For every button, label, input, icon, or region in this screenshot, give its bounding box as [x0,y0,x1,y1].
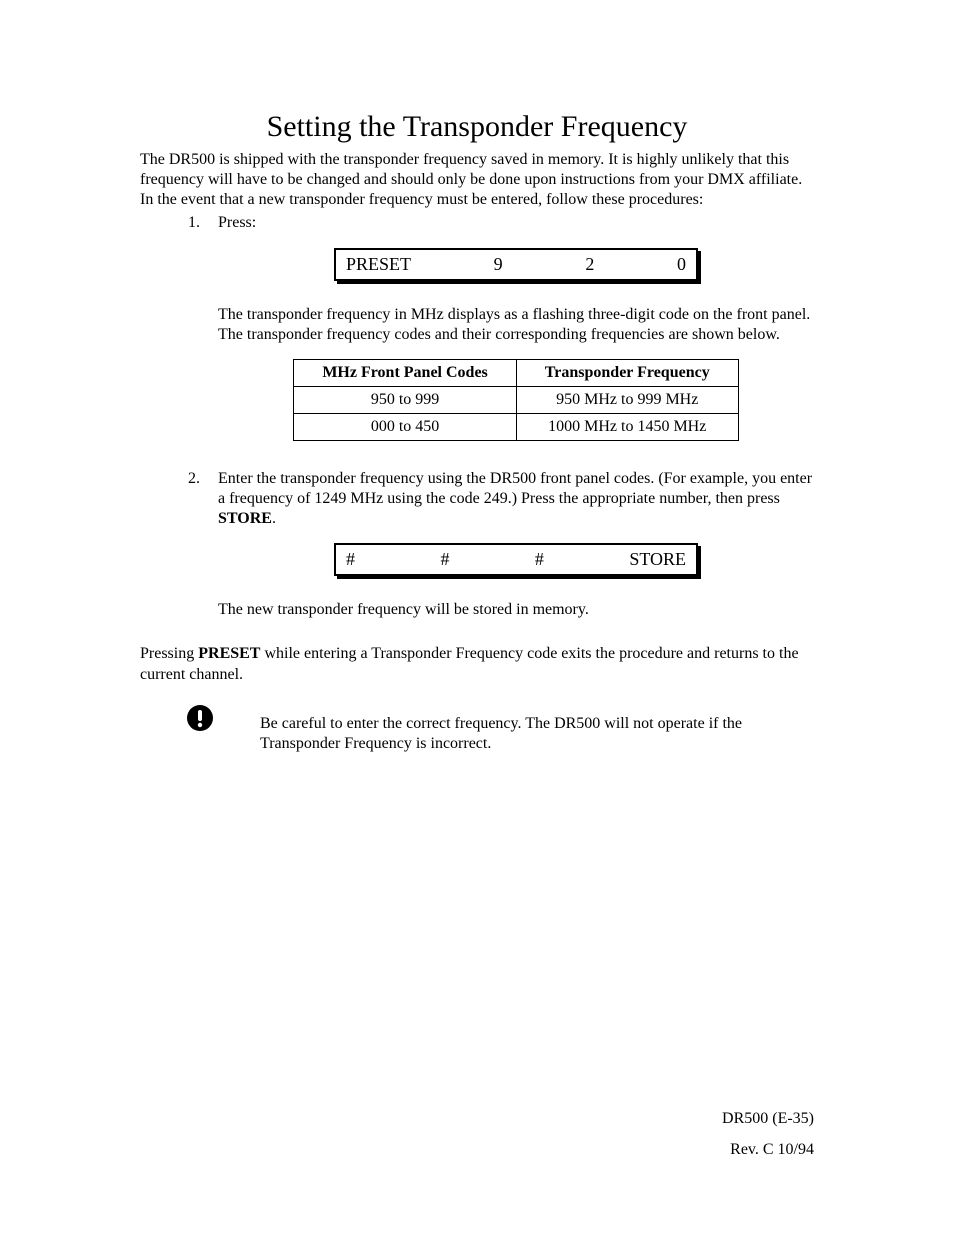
table-header-codes: MHz Front Panel Codes [294,360,516,387]
table-cell: 950 MHz to 999 MHz [516,387,738,414]
key-0: 0 [677,254,686,275]
preset-exit-note: Pressing PRESET while entering a Transpo… [140,644,814,686]
key-9: 9 [494,254,503,275]
table-row: 950 to 999 950 MHz to 999 MHz [294,387,738,414]
step-1-label: Press: [218,214,256,231]
key-store: STORE [629,549,686,570]
table-cell: 1000 MHz to 1450 MHz [516,414,738,441]
frequency-table: MHz Front Panel Codes Transponder Freque… [293,359,738,441]
table-row: 000 to 450 1000 MHz to 1450 MHz [294,414,738,441]
key-sequence-preset-920: PRESET 9 2 0 [334,248,698,281]
step-2-paragraph-1: Enter the transponder frequency using th… [218,470,812,527]
footer-revision: Rev. C 10/94 [722,1135,814,1165]
key-hash: # [440,549,449,570]
key-hash: # [535,549,544,570]
note-text-a: Pressing [140,645,198,662]
intro-paragraph: The DR500 is shipped with the transponde… [140,150,814,210]
preset-label: PRESET [198,645,260,662]
store-label: STORE [218,510,272,527]
caution-text: Be careful to enter the correct frequenc… [260,704,814,756]
key-2: 2 [585,254,594,275]
step-2-paragraph-2: The new transponder frequency will be st… [218,600,814,620]
key-sequence-store: # # # STORE [334,543,698,576]
step-1-paragraph: The transponder frequency in MHz display… [218,305,814,345]
footer-doc-id: DR500 (E-35) [722,1104,814,1134]
page-title: Setting the Transponder Frequency [140,110,814,144]
key-hash: # [346,549,355,570]
caution-icon [140,704,260,732]
table-cell: 000 to 450 [294,414,516,441]
step-1: Press: PRESET 9 2 0 The transponder freq… [204,214,814,441]
step-2-text-a: Enter the transponder frequency using th… [218,470,812,507]
caution-block: Be careful to enter the correct frequenc… [140,704,814,756]
table-header-frequency: Transponder Frequency [516,360,738,387]
table-cell: 950 to 999 [294,387,516,414]
step-2: Enter the transponder frequency using th… [204,469,814,620]
step-2-text-b: . [272,510,276,527]
key-preset: PRESET [346,254,411,275]
page-footer: DR500 (E-35) Rev. C 10/94 [722,1104,814,1165]
